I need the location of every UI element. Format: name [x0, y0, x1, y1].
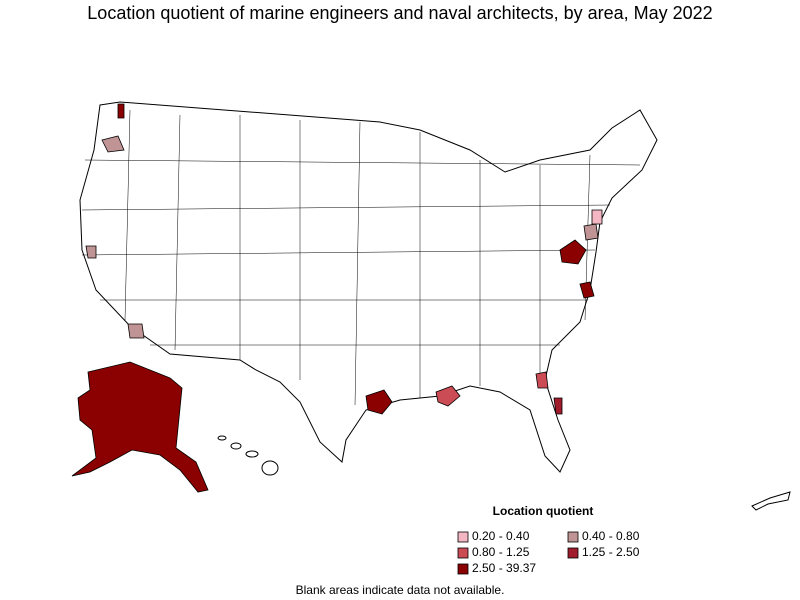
legend-label: 2.50 - 39.37 — [472, 561, 536, 575]
legend-title: Location quotient — [493, 504, 594, 518]
portland-area — [101, 135, 125, 153]
hawaii — [217, 435, 279, 476]
legend-label: 0.40 - 0.80 — [582, 529, 640, 543]
legend-swatch — [457, 531, 469, 543]
legend-swatch — [457, 563, 469, 575]
philadelphia-area — [583, 223, 599, 241]
norfolk-area — [579, 281, 595, 299]
map-title: Location quotient of marine engineers an… — [87, 3, 712, 23]
jacksonville-area — [535, 371, 549, 389]
contiguous-us — [79, 101, 658, 473]
legend-label: 0.20 - 0.40 — [472, 529, 530, 543]
mobile-area — [435, 385, 461, 407]
territory — [751, 491, 791, 511]
houston-area — [365, 389, 393, 415]
arizona-area — [127, 323, 145, 339]
legend-label: 1.25 - 2.50 — [582, 545, 640, 559]
legend-swatch — [567, 531, 579, 543]
legend: Location quotient 0.20 - 0.40 0.40 - 0.80… — [457, 504, 640, 575]
florida-east-area — [553, 397, 563, 415]
puget-sound-area — [117, 103, 125, 119]
new-jersey-area — [591, 209, 603, 225]
legend-swatch — [567, 547, 579, 559]
map — [71, 101, 791, 511]
san-francisco-area — [85, 245, 97, 259]
legend-swatch — [457, 547, 469, 559]
alaska — [71, 361, 209, 493]
legend-label: 0.80 - 1.25 — [472, 545, 530, 559]
footnote: Blank areas indicate data not available. — [296, 583, 505, 597]
virginia-area — [559, 239, 587, 265]
